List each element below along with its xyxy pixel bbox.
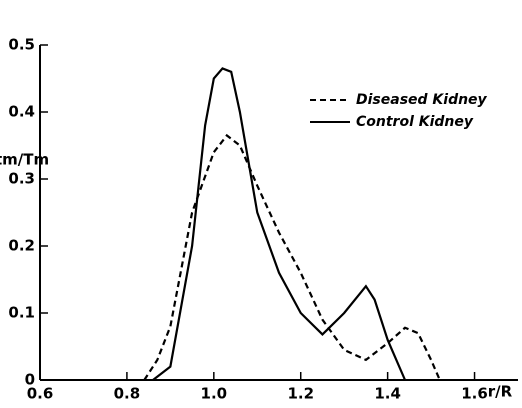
y-tick-label: 0.3 (8, 170, 35, 188)
x-tick-label: 1.2 (287, 385, 314, 403)
y-tick-label: 0 (25, 371, 35, 389)
series-line (143, 133, 441, 381)
legend-label: Control Kidney (356, 114, 474, 130)
legend: Diseased Kidney Control Kidney (310, 92, 488, 130)
y-tick-label: 0.2 (8, 237, 35, 255)
x-tick-label: 1.4 (374, 385, 401, 403)
y-tick-label: 0.1 (8, 304, 35, 322)
series-line (152, 67, 407, 381)
x-tick-label: 1.6 (461, 385, 488, 403)
y-tick-label: 0.4 (8, 103, 35, 121)
y-tick-label: 0.5 (8, 36, 35, 54)
x-tick-label: 1.0 (201, 385, 228, 403)
x-tick-label: 0.6 (27, 385, 54, 403)
legend-label: Diseased Kidney (356, 92, 488, 108)
y-axis-label: tm/Tm (0, 151, 49, 169)
x-tick-label: 0.8 (114, 385, 141, 403)
x-axis-label: r/R (488, 383, 513, 401)
